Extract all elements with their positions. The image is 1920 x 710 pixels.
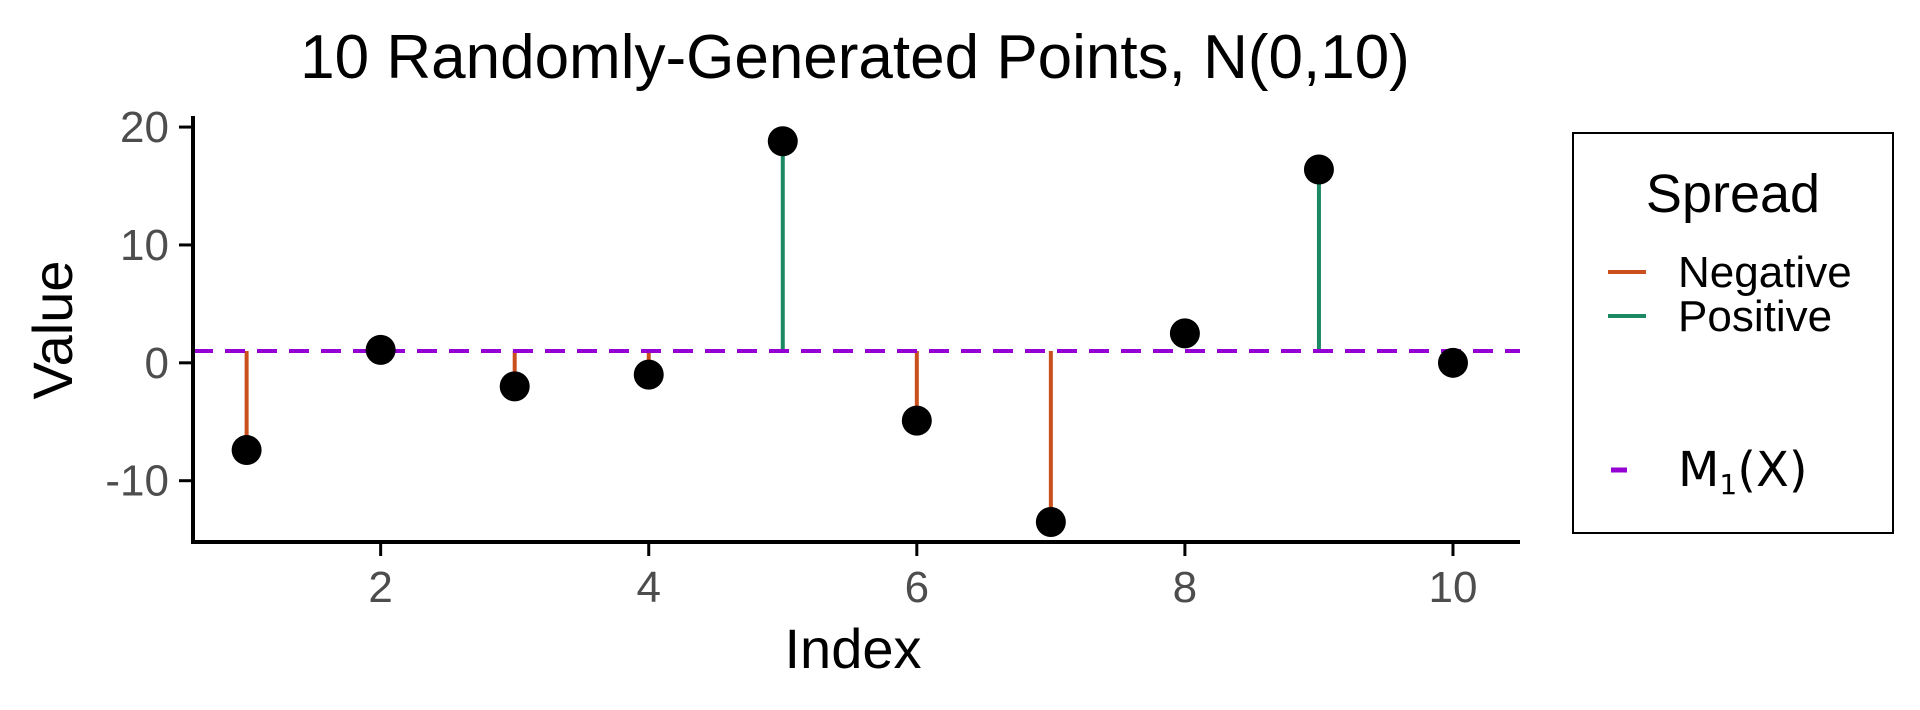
data-point-4 — [633, 359, 664, 390]
data-point-7 — [1035, 506, 1066, 537]
legend-label-negative: Negative — [1678, 248, 1852, 297]
legend-label-reference: M1(X) — [1678, 442, 1808, 501]
legend: Spread Negative Positive M1(X) — [1572, 132, 1894, 534]
x-axis-title: Index — [785, 617, 922, 680]
data-point-8 — [1169, 318, 1200, 349]
data-point-2 — [365, 334, 396, 365]
y-tick-label-0: 0 — [145, 339, 169, 388]
data-point-9 — [1303, 154, 1334, 185]
y-tick-label--10: -10 — [105, 457, 169, 506]
y-tick-label-10: 10 — [120, 221, 169, 270]
legend-box — [1572, 132, 1894, 534]
legend-label-positive: Positive — [1678, 292, 1832, 341]
y-tick-label-20: 20 — [120, 103, 169, 152]
chart-title: 10 Randomly-Generated Points, N(0,10) — [300, 23, 1410, 92]
axes: -10 0 10 20 2 4 6 8 10 — [105, 103, 1520, 612]
x-tick-label-8: 8 — [1173, 563, 1197, 612]
x-tick-label-4: 4 — [636, 563, 660, 612]
x-tick-label-6: 6 — [905, 563, 929, 612]
x-tick-label-10: 10 — [1429, 563, 1478, 612]
legend-label-reference-suffix: (X) — [1737, 442, 1807, 498]
legend-title: Spread — [1646, 164, 1820, 224]
legend-label-reference-subscript: 1 — [1719, 468, 1737, 501]
data-point-6 — [901, 405, 932, 436]
data-point-10 — [1437, 347, 1468, 378]
plot-area — [193, 126, 1520, 537]
data-point-5 — [767, 126, 798, 157]
data-point-1 — [231, 435, 262, 466]
y-axis-title: Value — [21, 260, 84, 399]
legend-label-reference-main: M — [1678, 442, 1719, 498]
data-point-3 — [499, 371, 530, 402]
x-tick-label-2: 2 — [368, 563, 392, 612]
